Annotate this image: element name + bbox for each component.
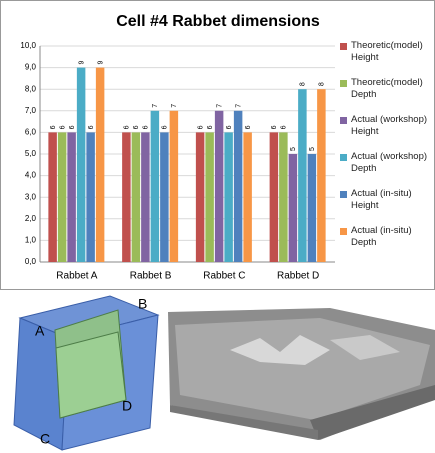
x-tick-label: Rabbet A	[56, 271, 97, 282]
legend-entry: Actual (in-situ) Height	[340, 188, 432, 212]
data-label: 8	[319, 82, 326, 86]
bar	[76, 67, 86, 262]
data-label: 5	[309, 147, 316, 151]
bar	[243, 132, 252, 262]
legend-label: Theoretic(model) Height	[351, 40, 423, 63]
bar	[279, 132, 288, 262]
bar	[48, 132, 57, 262]
bar	[317, 89, 326, 262]
data-label: 6	[271, 125, 278, 129]
bar	[169, 110, 179, 262]
data-label: 6	[281, 125, 288, 129]
data-label: 6	[133, 125, 140, 129]
legend-label: Actual (workshop) Depth	[351, 151, 428, 174]
legend-swatch	[340, 154, 347, 161]
bar	[141, 132, 150, 262]
data-label: 8	[300, 82, 307, 86]
y-tick-label: 5,0	[25, 149, 37, 158]
bar	[160, 132, 169, 262]
data-label: 9	[97, 61, 104, 65]
data-label: 6	[143, 125, 150, 129]
legend-label: Actual (in-situ) Height	[351, 188, 412, 211]
legend-swatch	[340, 228, 347, 235]
data-label: 6	[88, 125, 95, 129]
legend: Theoretic(model) Height Theoretic(model) …	[340, 40, 432, 249]
legend-entry: Theoretic(model) Depth	[340, 77, 432, 101]
data-label: 6	[69, 125, 76, 129]
data-label: 5	[290, 147, 297, 151]
x-tick-label: Rabbet D	[277, 271, 319, 282]
legend-entry: Actual (in-situ) Depth	[340, 225, 432, 249]
y-tick-label: 6,0	[25, 128, 37, 137]
data-label: 6	[124, 125, 131, 129]
box-diagram: A B C D	[13, 295, 160, 451]
data-label: 6	[50, 125, 57, 129]
legend-label: Theoretic(model) Depth	[351, 77, 423, 100]
figure-label: C	[40, 431, 50, 447]
y-tick-label: 2,0	[25, 214, 37, 223]
bar	[288, 154, 298, 262]
bar	[86, 132, 95, 262]
figure-label: A	[35, 323, 45, 339]
y-tick-label: 8,0	[25, 84, 37, 93]
y-tick-label: 4,0	[25, 171, 37, 180]
legend-swatch	[340, 191, 347, 198]
data-label: 6	[207, 125, 214, 129]
x-tick-label: Rabbet C	[203, 271, 245, 282]
y-tick-label: 10,0	[20, 41, 36, 50]
y-tick-label: 1,0	[25, 236, 37, 245]
bar	[307, 154, 317, 262]
data-label: 7	[216, 104, 223, 108]
chart-title: Cell #4 Rabbet dimensions	[116, 13, 320, 30]
legend-entry: Actual (workshop) Depth	[340, 151, 432, 175]
bar	[95, 67, 105, 262]
figure-label: D	[122, 398, 132, 414]
bar	[298, 89, 307, 262]
scan-image	[165, 300, 435, 445]
bar	[224, 132, 233, 262]
bar	[195, 132, 205, 262]
data-label: 6	[197, 125, 204, 129]
bar	[57, 132, 67, 262]
y-tick-label: 0,0	[25, 257, 37, 266]
y-tick-label: 7,0	[25, 106, 37, 115]
legend-swatch	[340, 80, 347, 87]
figure-label: B	[138, 296, 147, 312]
data-label: 6	[59, 125, 66, 129]
data-label: 9	[78, 61, 85, 65]
bar	[131, 132, 141, 262]
bar	[67, 132, 76, 262]
bar	[269, 132, 279, 262]
bar	[205, 132, 214, 262]
data-label: 7	[171, 104, 178, 108]
data-label: 6	[226, 125, 233, 129]
legend-swatch	[340, 43, 347, 50]
data-label: 7	[152, 104, 159, 108]
bar	[122, 132, 131, 262]
x-tick-label: Rabbet B	[130, 271, 172, 282]
y-tick-label: 9,0	[25, 63, 37, 72]
bar	[233, 110, 243, 262]
legend-label: Actual (workshop) Height	[351, 114, 428, 137]
bar	[150, 110, 160, 262]
data-label: 7	[235, 104, 242, 108]
y-tick-label: 3,0	[25, 192, 37, 201]
bar	[214, 110, 224, 262]
legend-entry: Actual (workshop) Height	[340, 114, 432, 138]
legend-label: Actual (in-situ) Depth	[351, 225, 412, 248]
data-label: 6	[162, 125, 169, 129]
legend-swatch	[340, 117, 347, 124]
data-label: 6	[245, 125, 252, 129]
legend-entry: Theoretic(model) Height	[340, 40, 432, 64]
